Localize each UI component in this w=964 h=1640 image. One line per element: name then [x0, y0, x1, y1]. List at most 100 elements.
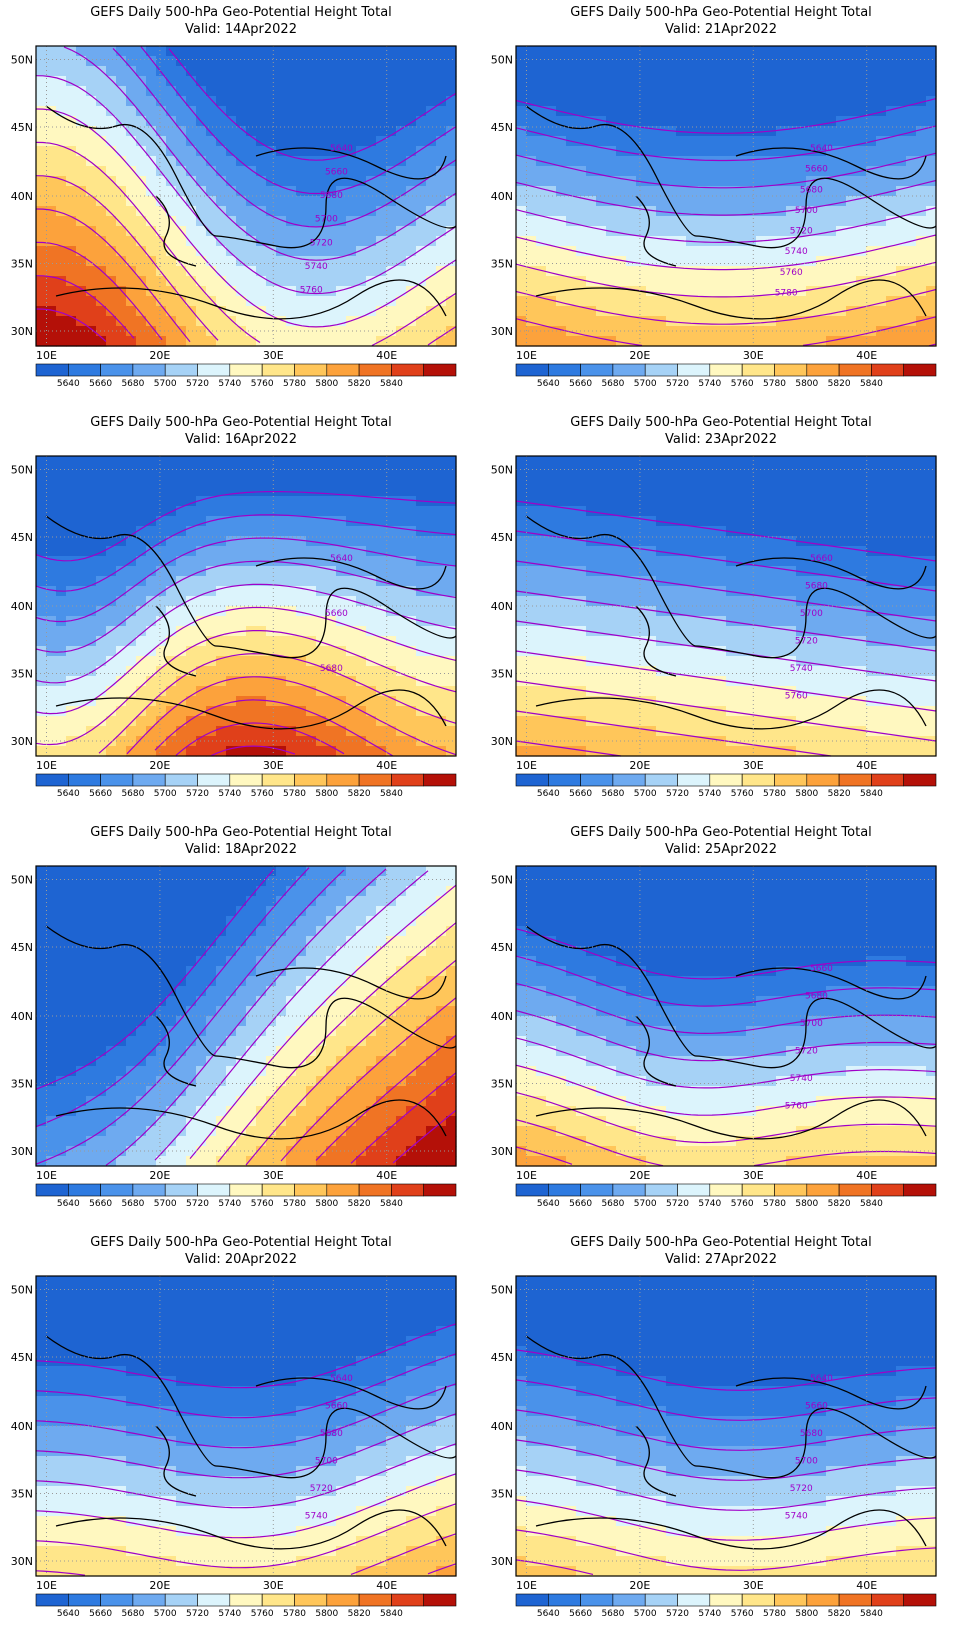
colorbar-label: 5640 — [537, 1609, 560, 1619]
latitude-label: 45N — [491, 941, 513, 954]
colorbar-label: 5800 — [795, 1609, 818, 1619]
colorbar-swatch — [548, 1593, 581, 1607]
colorbar-label: 5820 — [348, 379, 371, 389]
longitude-label: 40E — [856, 1579, 877, 1592]
colorbar-label: 5720 — [666, 379, 689, 389]
map-frame — [515, 45, 937, 347]
colorbar-swatch — [612, 363, 646, 377]
latitude-label: 30N — [11, 1145, 33, 1158]
panel-title: GEFS Daily 500-hPa Geo-Potential Height … — [480, 414, 962, 448]
panel-valid-date: Valid: 16Apr2022 — [185, 432, 297, 447]
height-field — [516, 46, 937, 347]
colorbar-label: 5760 — [251, 1199, 274, 1209]
latitude-label: 45N — [11, 1351, 33, 1364]
longitude-label: 20E — [149, 1579, 170, 1592]
colorbar-swatch — [261, 1183, 295, 1197]
colorbar-swatch — [806, 773, 840, 787]
colorbar-swatch — [644, 1593, 678, 1607]
colorbar-swatch — [326, 363, 360, 377]
colorbar-swatch — [100, 773, 134, 787]
latitude-label: 40N — [11, 1420, 33, 1433]
longitude-label: 30E — [743, 1579, 764, 1592]
latitude-label: 40N — [11, 600, 33, 613]
contour-value-label: 5720 — [790, 227, 813, 237]
colorbar-swatch — [515, 1593, 549, 1607]
latitude-label: 30N — [11, 735, 33, 748]
colorbar-label: 5780 — [763, 1199, 786, 1209]
latitude-label: 35N — [491, 258, 513, 271]
map-frame — [35, 45, 457, 347]
latitude-label: 50N — [491, 1284, 513, 1297]
panel-title: GEFS Daily 500-hPa Geo-Potential Height … — [480, 824, 962, 858]
colorbar-label: 5840 — [380, 379, 403, 389]
colorbar-swatch — [229, 363, 263, 377]
colorbar-label: 5780 — [283, 1199, 306, 1209]
map-panel: 50N 45N 40N 35N 30N 10E 20E 30E 40E 5640 5660 5680 5… — [480, 1230, 962, 1640]
colorbar-swatch — [709, 363, 743, 377]
latitude-label: 35N — [491, 668, 513, 681]
longitude-label: 40E — [376, 759, 397, 772]
colorbar-label: 5720 — [666, 1609, 689, 1619]
longitude-label: 30E — [743, 759, 764, 772]
contour-value-label: 5660 — [810, 964, 833, 974]
colorbar-swatch — [644, 1183, 678, 1197]
colorbar-label: 5640 — [57, 1609, 80, 1619]
colorbar-swatch — [644, 773, 678, 787]
contour-value-label: 5700 — [795, 1457, 818, 1467]
map-panel: 50N 45N 40N 35N 30N 10E 20E 30E 40E 5640 5660 5680 5… — [0, 410, 482, 820]
colorbar-label: 5680 — [121, 789, 144, 799]
colorbar-swatch — [644, 363, 678, 377]
coastlines — [45, 1335, 457, 1550]
latitude-label: 50N — [491, 54, 513, 67]
panel-title: GEFS Daily 500-hPa Geo-Potential Height … — [0, 1234, 482, 1268]
colorbar-label: 5660 — [89, 1199, 112, 1209]
colorbar-swatch — [197, 773, 231, 787]
colorbar-swatch — [164, 773, 198, 787]
latitude-label: 35N — [11, 1488, 33, 1501]
latitude-label: 30N — [491, 735, 513, 748]
contour-value-label: 5660 — [325, 1402, 348, 1412]
colorbar-label: 5760 — [731, 1199, 754, 1209]
longitude-label: 20E — [629, 759, 650, 772]
contour-value-label: 5640 — [330, 144, 353, 154]
longitude-label: 20E — [149, 759, 170, 772]
coastlines — [525, 515, 937, 730]
colorbar-label: 5820 — [348, 1199, 371, 1209]
colorbar-label: 5640 — [57, 379, 80, 389]
colorbar-label: 5720 — [186, 379, 209, 389]
colorbar-label: 5640 — [537, 789, 560, 799]
colorbar-swatch — [326, 1593, 360, 1607]
colorbar-label: 5700 — [634, 379, 657, 389]
colorbar-swatch — [423, 363, 457, 377]
contour-value-label: 5700 — [800, 609, 823, 619]
colorbar-swatch — [294, 773, 328, 787]
longitude-label: 10E — [516, 759, 537, 772]
map-panel: 50N 45N 40N 35N 30N 10E 20E 30E 40E 5660 5680 5700 5… — [480, 820, 962, 1230]
panel-title-line: GEFS Daily 500-hPa Geo-Potential Height … — [90, 415, 392, 430]
colorbar: 5640 5660 5680 5700 5720 5740 5760 5780 5800 5820… — [35, 1183, 457, 1209]
colorbar-label: 5720 — [186, 1609, 209, 1619]
colorbar-label: 5700 — [154, 379, 177, 389]
colorbar-swatch — [515, 363, 549, 377]
contour-value-label: 5680 — [805, 582, 828, 592]
contour-value-label: 5660 — [805, 165, 828, 175]
contour-value-label: 5640 — [810, 144, 833, 154]
colorbar-label: 5720 — [666, 1199, 689, 1209]
height-field — [36, 866, 457, 1167]
colorbar-label: 5760 — [251, 379, 274, 389]
panel-valid-date: Valid: 18Apr2022 — [185, 842, 297, 857]
panel-title-line: GEFS Daily 500-hPa Geo-Potential Height … — [90, 5, 392, 20]
colorbar-label: 5740 — [218, 379, 241, 389]
coastlines — [525, 105, 937, 320]
coastlines — [525, 1335, 937, 1550]
colorbar-swatch — [838, 773, 872, 787]
colorbar-label: 5640 — [537, 1199, 560, 1209]
colorbar: 5640 5660 5680 5700 5720 5740 5760 5780 5800 5820… — [35, 773, 457, 799]
longitude-label: 10E — [36, 1579, 57, 1592]
colorbar-label: 5840 — [380, 1199, 403, 1209]
colorbar-label: 5840 — [380, 1609, 403, 1619]
height-field — [36, 456, 457, 757]
